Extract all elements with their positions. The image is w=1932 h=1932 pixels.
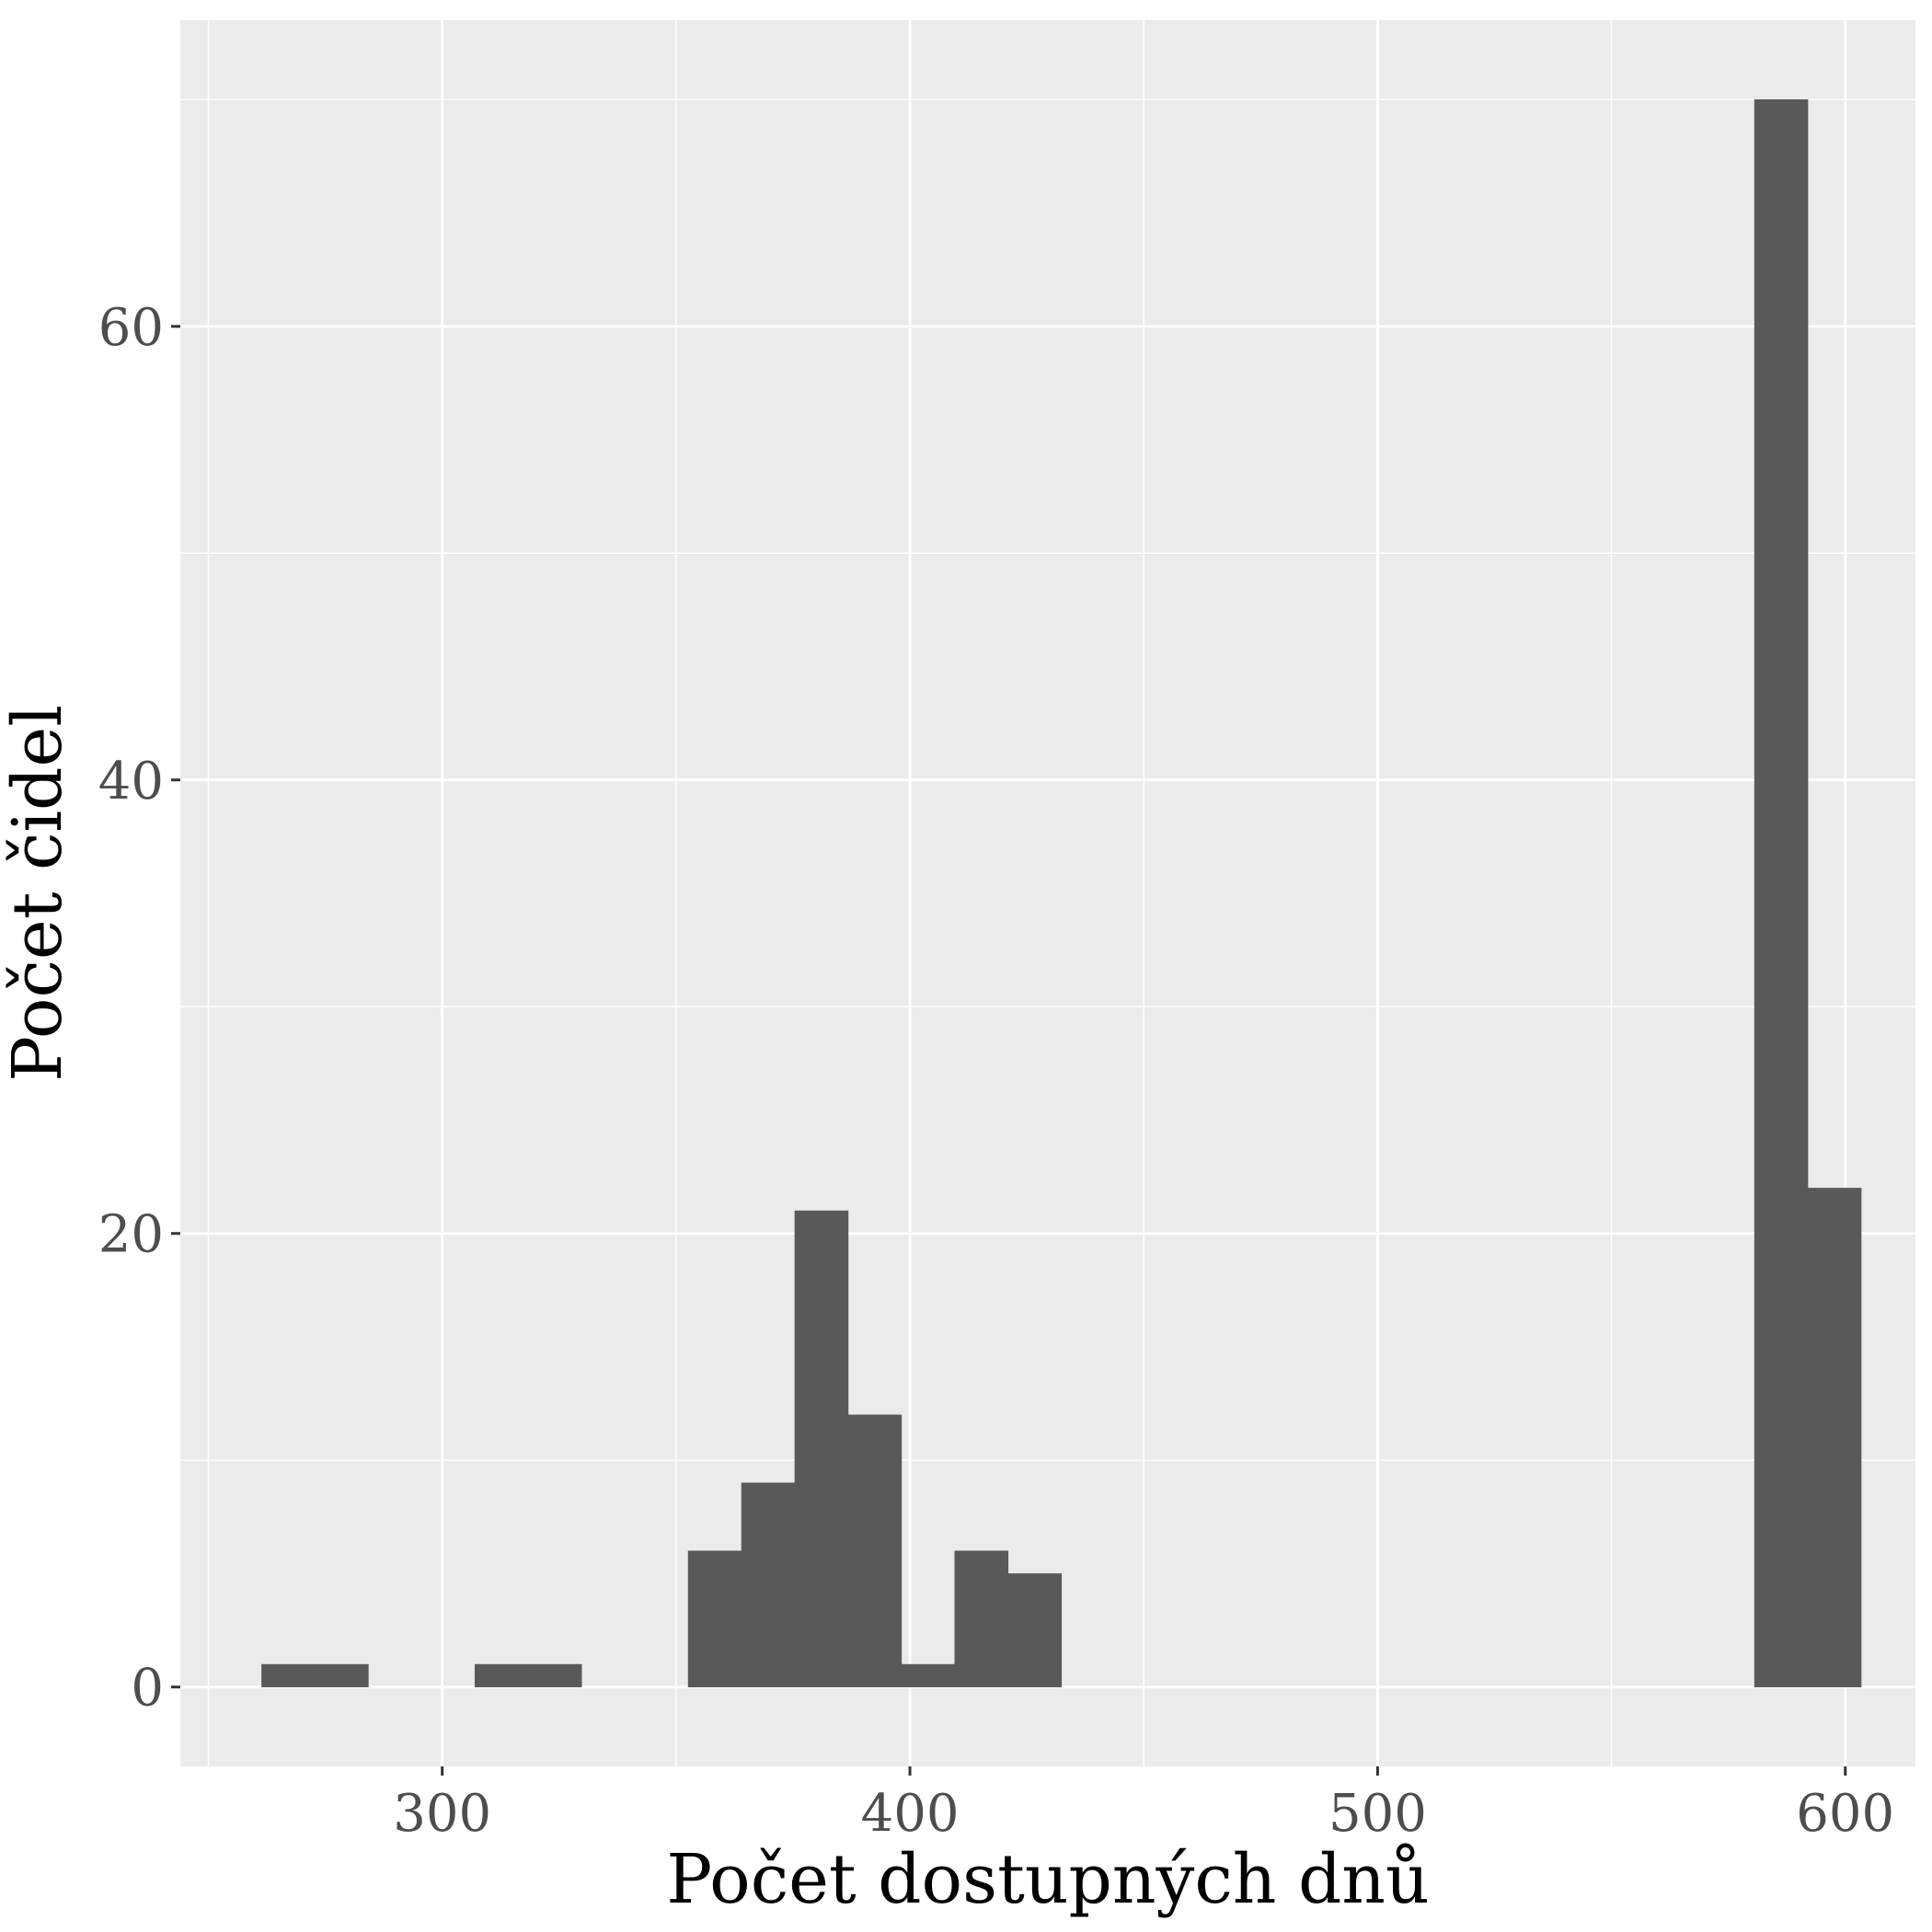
x-tick-label: 500 [1328,1784,1427,1844]
histogram-bars [261,98,1862,1688]
histogram-bar [847,1414,903,1688]
histogram-bar [1007,1573,1063,1688]
minor-grid [180,20,1915,1766]
histogram-bar [954,1550,1009,1688]
y-axis-title: Počet čidel [0,705,77,1082]
histogram-bar [741,1482,796,1688]
x-tick-label: 400 [861,1784,960,1844]
y-tick-label: 0 [131,1659,164,1719]
histogram-bar [1807,1188,1862,1688]
histogram-bar [261,1663,316,1688]
y-tick-label: 40 [98,752,164,811]
histogram-bar [901,1663,956,1688]
plot-panel [180,20,1915,1766]
histogram-bar [527,1663,582,1688]
x-tick-label: 300 [393,1784,491,1844]
histogram-bar [1754,98,1809,1688]
histogram-bar [474,1663,529,1688]
y-axis: 0 20 40 60 [98,298,180,1719]
x-axis-title: Počet dostupných dnů [666,1840,1429,1919]
y-tick-label: 20 [98,1205,164,1265]
histogram-bar [315,1663,369,1688]
histogram-bar [794,1210,849,1688]
x-tick-label: 600 [1796,1784,1894,1844]
histogram-bar [687,1550,742,1688]
y-tick-label: 60 [98,298,164,358]
x-axis: 300 400 500 600 [393,1766,1894,1844]
